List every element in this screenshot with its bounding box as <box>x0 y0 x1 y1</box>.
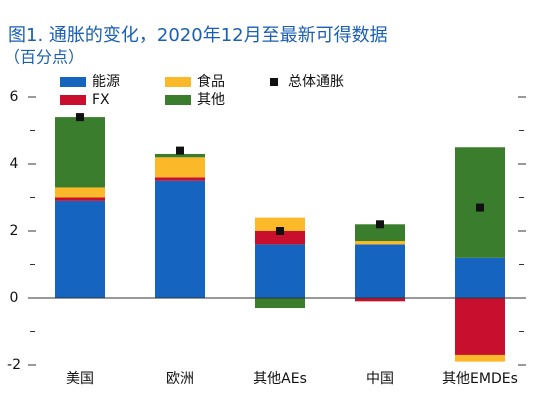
legend-label: 总体通胀 <box>288 74 344 90</box>
legend-label: 能源 <box>92 74 120 90</box>
bar-segment <box>155 157 205 178</box>
legend-swatch <box>165 77 191 87</box>
x-tick-label: 其他AEs <box>253 371 307 387</box>
y-tick-label: 4 <box>10 156 19 172</box>
y-tick-label: 6 <box>10 89 19 105</box>
legend-swatch <box>60 77 86 87</box>
bar-segment <box>155 153 205 158</box>
bar-segment <box>355 241 405 245</box>
x-tick-label: 欧洲 <box>166 371 194 387</box>
legend-swatch <box>60 95 86 105</box>
x-tick-label: 中国 <box>366 371 394 387</box>
bar-segment <box>455 354 505 362</box>
legend-swatch <box>270 78 278 86</box>
bar-segment <box>55 197 105 201</box>
bar-segment <box>55 187 105 198</box>
bar-segment <box>255 231 305 245</box>
bar-segment <box>55 117 105 188</box>
bar-segment <box>155 180 205 298</box>
bar-segment <box>355 244 405 298</box>
y-tick-label: -2 <box>7 357 21 373</box>
chart-title: 图1. 通胀的变化，2020年12月至最新可得数据 <box>8 25 388 46</box>
bar-segment <box>455 147 505 258</box>
legend-swatch <box>165 95 191 105</box>
total-marker <box>476 203 484 212</box>
bar-segment <box>455 257 505 298</box>
total-marker <box>76 113 84 122</box>
bar-segment <box>155 177 205 181</box>
legend-label: 食品 <box>197 73 225 90</box>
total-marker <box>376 220 384 229</box>
bar-segment <box>355 224 405 242</box>
x-tick-label: 美国 <box>66 371 94 387</box>
legend-label: 其他 <box>197 92 225 108</box>
bar-segment <box>455 298 505 355</box>
bar-segment <box>255 244 305 298</box>
bar-segment <box>355 298 405 302</box>
total-marker <box>176 146 184 155</box>
total-marker <box>276 227 284 235</box>
bar-segment <box>255 217 305 231</box>
x-tick-label: 其他EMDEs <box>442 371 518 387</box>
bar-segment <box>255 298 305 309</box>
y-tick-label: 2 <box>10 223 19 239</box>
bar-segment <box>55 200 105 298</box>
legend-label: FX <box>92 92 110 108</box>
chart-subtitle: （百分点） <box>4 48 84 67</box>
y-tick-label: 0 <box>10 290 19 306</box>
